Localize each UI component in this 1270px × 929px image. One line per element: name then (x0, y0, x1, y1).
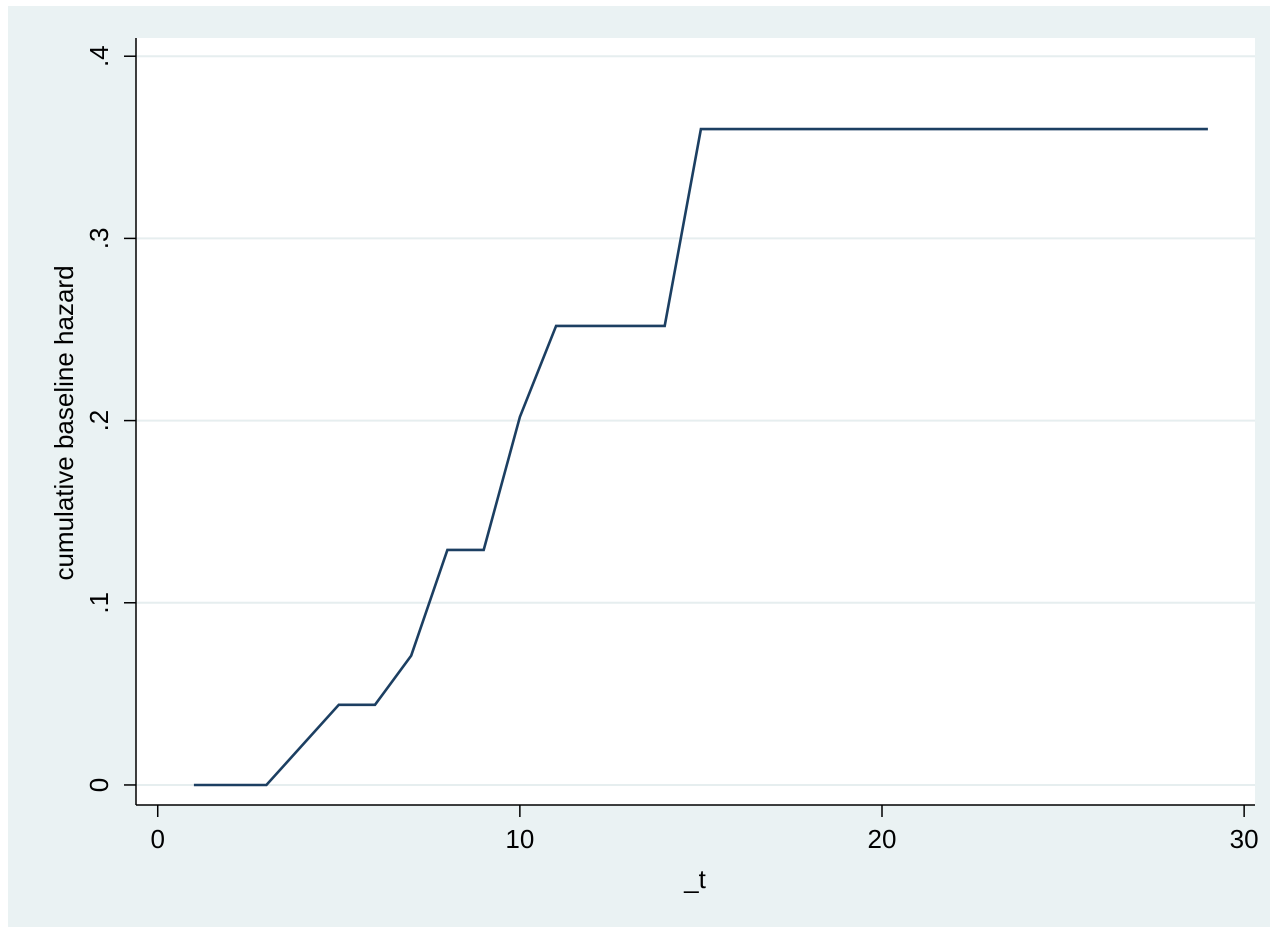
series-line (193, 127, 1208, 787)
x-tick-label: 30 (1230, 824, 1259, 854)
tick-labels: 0 .1 .2 .3 .4 0 10 20 30 (84, 45, 1259, 854)
axes (124, 38, 1255, 817)
x-tick-label: 10 (505, 824, 534, 854)
y-tick-label: 0 (84, 778, 114, 792)
y-axis-title: cumulative baseline hazard (49, 265, 79, 580)
x-axis-title: _t (683, 864, 706, 894)
y-tick-label: .2 (84, 410, 114, 432)
y-tick-label: .4 (84, 45, 114, 67)
y-tick-label: .3 (84, 228, 114, 250)
y-tick-label: .1 (84, 592, 114, 614)
series-layer (193, 127, 1208, 787)
x-tick-label: 20 (868, 824, 897, 854)
x-tick-label: 0 (150, 824, 164, 854)
gridlines (136, 55, 1255, 786)
